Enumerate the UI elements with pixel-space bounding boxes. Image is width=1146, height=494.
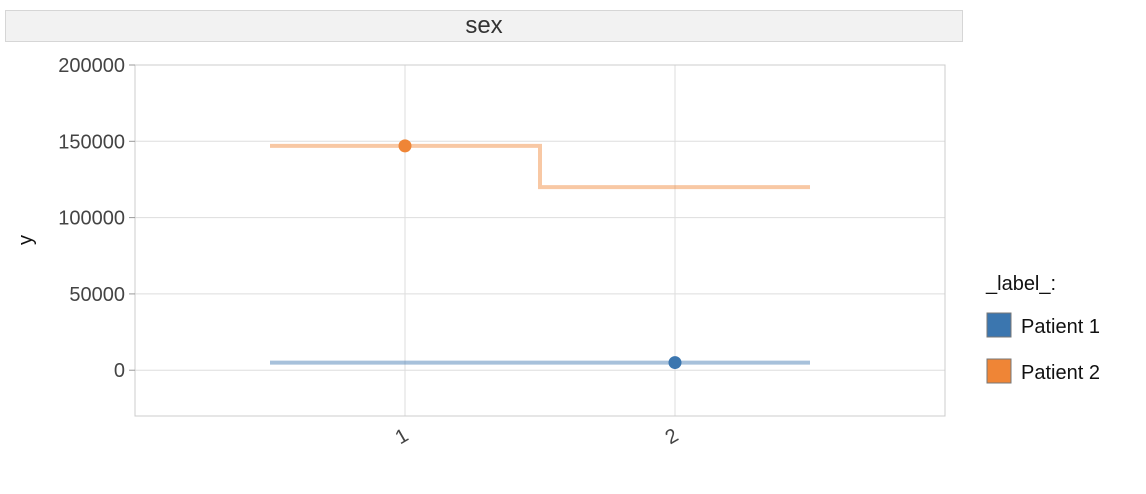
legend-swatch xyxy=(986,358,1012,384)
y-tick-label: 150000 xyxy=(58,131,125,153)
axes: 200000 150000 100000 50000 0 1 2 xyxy=(58,55,682,449)
y-tick-label: 100000 xyxy=(58,208,125,230)
y-axis-label: y xyxy=(15,235,37,245)
legend: _label_: Patient 1 Patient 2 xyxy=(985,273,1100,384)
y-tick-label: 0 xyxy=(114,360,125,382)
y-tick-label: 50000 xyxy=(69,284,125,306)
x-tick-label: 1 xyxy=(392,424,413,449)
series-layer xyxy=(270,139,810,370)
data-point xyxy=(668,356,682,370)
legend-label: Patient 2 xyxy=(1021,362,1100,384)
y-tick-label: 200000 xyxy=(58,55,125,77)
legend-swatch xyxy=(986,312,1012,338)
legend-label: Patient 1 xyxy=(1021,316,1100,338)
facet-label: sex xyxy=(465,12,503,39)
plot-frame xyxy=(134,64,946,417)
facet-strip: sex xyxy=(5,10,963,42)
data-point xyxy=(398,139,412,153)
series-line xyxy=(270,143,810,190)
legend-title: _label_: xyxy=(985,273,1056,295)
x-tick-label: 2 xyxy=(662,424,683,449)
